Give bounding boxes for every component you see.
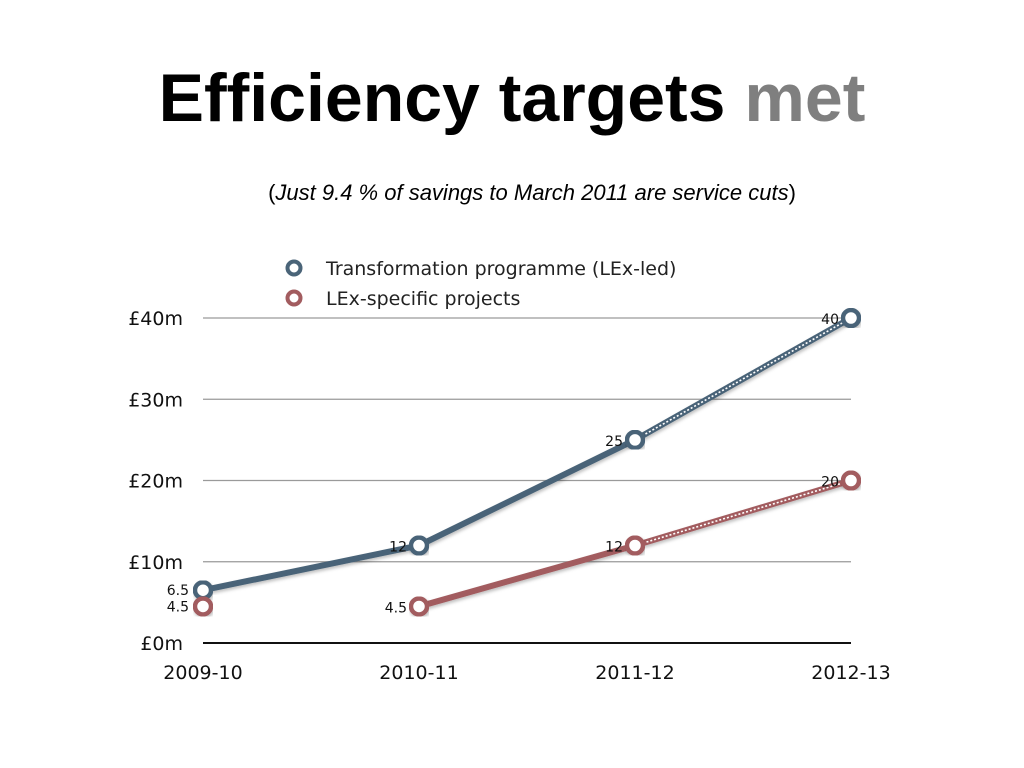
series-line-segment bbox=[200, 542, 422, 594]
slide-subtitle: (Just 9.4 % of savings to March 2011 are… bbox=[0, 178, 1024, 208]
data-point bbox=[624, 535, 646, 556]
projected-segment-marker bbox=[634, 317, 852, 441]
data-label: 12 bbox=[389, 540, 407, 556]
y-tick-label: £30m bbox=[128, 389, 183, 411]
series-line-segment bbox=[416, 436, 638, 549]
subtitle-text: Just 9.4 % of savings to March 2011 are … bbox=[275, 180, 789, 205]
x-tick-label: 2010-11 bbox=[379, 662, 458, 684]
legend-marker bbox=[285, 289, 303, 307]
x-tick-label: 2009-10 bbox=[163, 662, 242, 684]
data-point bbox=[408, 535, 430, 556]
x-tick-label: 2011-12 bbox=[595, 662, 674, 684]
data-point bbox=[192, 579, 214, 601]
data-point bbox=[624, 429, 646, 451]
data-point bbox=[840, 307, 862, 329]
data-label: 40 bbox=[821, 312, 839, 328]
title-accent: met bbox=[744, 60, 866, 136]
legend-marker bbox=[285, 259, 303, 277]
grid-lines bbox=[203, 317, 851, 563]
data-label: 20 bbox=[821, 475, 839, 491]
series-1: 6.5 12 25 40 bbox=[167, 307, 862, 601]
slide-title: Efficiency targets met bbox=[0, 58, 1024, 138]
legend-label: Transformation programme (LEx-led) bbox=[325, 258, 676, 280]
data-label: 6.5 bbox=[167, 583, 189, 599]
data-point bbox=[840, 470, 862, 491]
data-label: 12 bbox=[605, 540, 623, 556]
series-layer: 6.5 12 25 40 4.5 4.5 12 20 bbox=[167, 307, 862, 617]
y-tick-label: £40m bbox=[128, 308, 183, 330]
projected-segment-marker bbox=[634, 479, 852, 547]
data-point bbox=[408, 596, 430, 617]
data-label: 4.5 bbox=[385, 600, 407, 616]
axes: £0m £10m £20m £30m £40m 2009-10 2010-11 2011-12… bbox=[128, 308, 890, 684]
title-main: Efficiency targets bbox=[158, 60, 726, 136]
subtitle-open-paren: ( bbox=[268, 180, 276, 205]
series-line-segment bbox=[416, 542, 638, 610]
data-label: 4.5 bbox=[167, 599, 189, 615]
y-tick-label: £0m bbox=[140, 633, 183, 655]
subtitle-close-paren: ) bbox=[788, 180, 796, 205]
legend: Transformation programme (LEx-led) LEx-sp… bbox=[285, 258, 676, 310]
x-tick-label: 2012-13 bbox=[811, 662, 890, 684]
y-tick-label: £20m bbox=[128, 471, 183, 493]
series-2: 4.5 4.5 12 20 bbox=[167, 470, 862, 617]
y-tick-label: £10m bbox=[128, 552, 183, 574]
data-label: 25 bbox=[605, 434, 623, 450]
legend-label: LEx-specific projects bbox=[326, 288, 520, 310]
data-point bbox=[192, 596, 214, 617]
